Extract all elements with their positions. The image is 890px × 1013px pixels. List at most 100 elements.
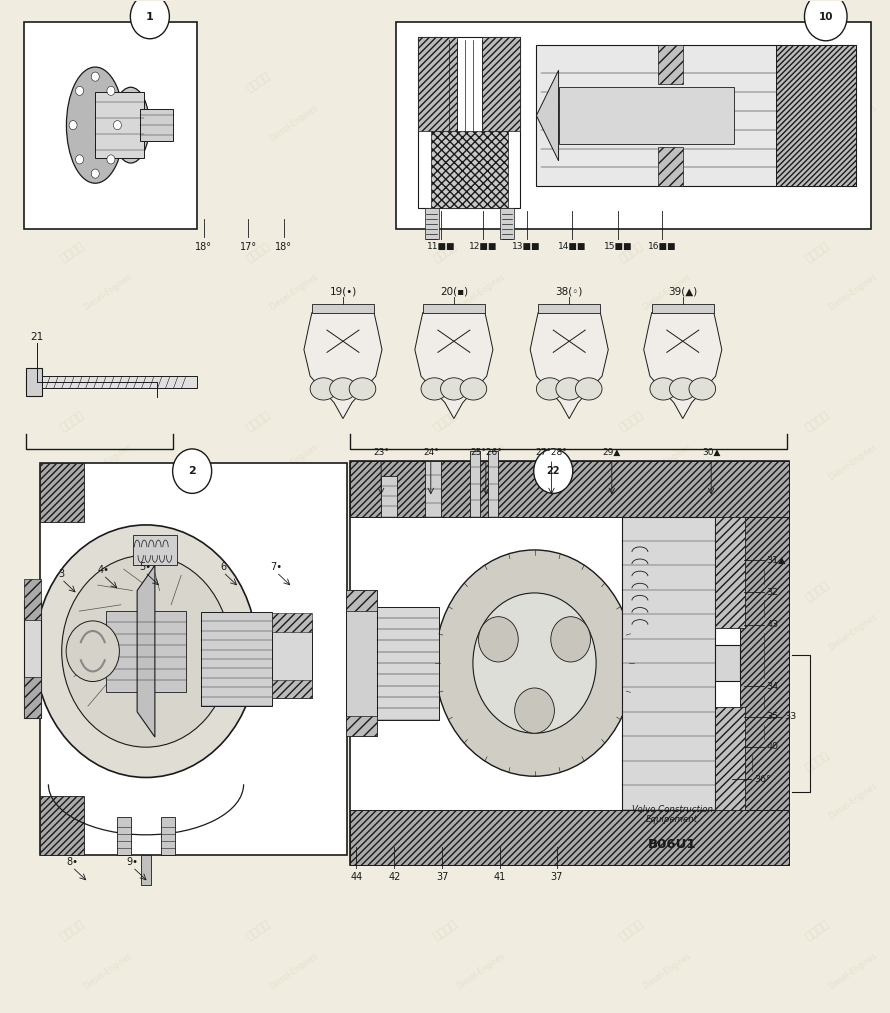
Text: Diesel-Engines: Diesel-Engines bbox=[82, 951, 134, 991]
FancyBboxPatch shape bbox=[345, 715, 376, 735]
Circle shape bbox=[551, 617, 591, 661]
Text: 17°: 17° bbox=[239, 242, 256, 252]
Text: 柴发动力: 柴发动力 bbox=[59, 240, 86, 263]
FancyBboxPatch shape bbox=[133, 535, 177, 565]
Text: 3: 3 bbox=[59, 569, 65, 579]
Text: Diesel-Engines: Diesel-Engines bbox=[828, 272, 879, 312]
Text: 柴发动力: 柴发动力 bbox=[245, 410, 272, 434]
FancyBboxPatch shape bbox=[431, 132, 508, 209]
Text: 柴发动力: 柴发动力 bbox=[432, 410, 458, 434]
Text: 24°: 24° bbox=[423, 448, 439, 457]
Text: 33: 33 bbox=[784, 712, 797, 721]
Text: Diesel-Engines: Diesel-Engines bbox=[269, 102, 320, 143]
FancyBboxPatch shape bbox=[201, 612, 272, 706]
Text: Diesel-Engines: Diesel-Engines bbox=[641, 272, 692, 312]
FancyBboxPatch shape bbox=[381, 476, 397, 517]
Circle shape bbox=[479, 617, 518, 661]
Polygon shape bbox=[530, 313, 608, 418]
Text: Diesel-Engines: Diesel-Engines bbox=[269, 782, 320, 822]
FancyBboxPatch shape bbox=[39, 463, 84, 522]
Text: 23°: 23° bbox=[373, 448, 389, 457]
Text: 42: 42 bbox=[388, 872, 401, 882]
FancyBboxPatch shape bbox=[272, 620, 311, 698]
FancyBboxPatch shape bbox=[500, 209, 514, 239]
Text: Diesel-Engines: Diesel-Engines bbox=[828, 951, 879, 991]
Text: 柴发动力: 柴发动力 bbox=[245, 240, 272, 263]
Circle shape bbox=[473, 593, 596, 733]
Text: Diesel-Engines: Diesel-Engines bbox=[641, 951, 692, 991]
Text: 柴发动力: 柴发动力 bbox=[618, 410, 645, 434]
Text: 柴发动力: 柴发动力 bbox=[618, 750, 645, 773]
Text: Diesel-Engines: Diesel-Engines bbox=[82, 442, 134, 482]
Text: 柴发动力: 柴发动力 bbox=[804, 71, 831, 94]
Text: 15■■: 15■■ bbox=[603, 242, 632, 251]
Text: Diesel-Engines: Diesel-Engines bbox=[828, 782, 879, 822]
Circle shape bbox=[92, 72, 100, 81]
Text: 36°: 36° bbox=[754, 775, 771, 784]
Circle shape bbox=[92, 169, 100, 178]
Text: 9•: 9• bbox=[126, 857, 139, 867]
FancyBboxPatch shape bbox=[776, 45, 856, 186]
FancyBboxPatch shape bbox=[418, 36, 521, 209]
Text: Diesel-Engines: Diesel-Engines bbox=[269, 442, 320, 482]
Text: 柴发动力: 柴发动力 bbox=[432, 71, 458, 94]
FancyBboxPatch shape bbox=[481, 36, 521, 132]
Text: Diesel-Engines: Diesel-Engines bbox=[641, 102, 692, 143]
Text: 柴发动力: 柴发动力 bbox=[59, 410, 86, 434]
FancyBboxPatch shape bbox=[651, 305, 714, 313]
Ellipse shape bbox=[421, 378, 448, 400]
Text: Diesel-Engines: Diesel-Engines bbox=[455, 782, 506, 822]
Text: 柴发动力: 柴发动力 bbox=[59, 750, 86, 773]
Ellipse shape bbox=[576, 378, 602, 400]
Circle shape bbox=[113, 121, 121, 130]
FancyBboxPatch shape bbox=[740, 517, 789, 809]
Polygon shape bbox=[415, 313, 493, 418]
Circle shape bbox=[534, 449, 573, 493]
Text: 43: 43 bbox=[766, 620, 778, 629]
Text: Diesel-Engines: Diesel-Engines bbox=[455, 272, 506, 312]
Text: 18°: 18° bbox=[275, 242, 292, 252]
Text: 31▲: 31▲ bbox=[766, 555, 786, 564]
Ellipse shape bbox=[537, 378, 563, 400]
Text: 40: 40 bbox=[766, 743, 778, 752]
Polygon shape bbox=[137, 565, 155, 737]
Text: 41: 41 bbox=[494, 872, 506, 882]
Text: 柴发动力: 柴发动力 bbox=[59, 71, 86, 94]
Circle shape bbox=[107, 86, 115, 95]
FancyBboxPatch shape bbox=[106, 611, 186, 692]
Circle shape bbox=[76, 86, 84, 95]
Text: 柴发动力: 柴发动力 bbox=[804, 919, 831, 942]
Circle shape bbox=[514, 688, 554, 733]
Text: B06U1: B06U1 bbox=[648, 839, 696, 851]
Text: Diesel-Engines: Diesel-Engines bbox=[269, 272, 320, 312]
Text: 2: 2 bbox=[189, 466, 196, 476]
Text: 44: 44 bbox=[350, 872, 362, 882]
FancyBboxPatch shape bbox=[538, 305, 600, 313]
Text: 19(•): 19(•) bbox=[329, 287, 357, 297]
Text: Diesel-Engines: Diesel-Engines bbox=[269, 612, 320, 651]
Circle shape bbox=[435, 550, 634, 776]
Circle shape bbox=[69, 121, 77, 130]
Text: 30▲: 30▲ bbox=[702, 448, 720, 457]
Text: 柴发动力: 柴发动力 bbox=[245, 71, 272, 94]
FancyBboxPatch shape bbox=[312, 305, 374, 313]
Text: Diesel-Engines: Diesel-Engines bbox=[82, 612, 134, 651]
Text: Diesel-Engines: Diesel-Engines bbox=[455, 612, 506, 651]
Ellipse shape bbox=[67, 67, 124, 183]
FancyBboxPatch shape bbox=[350, 809, 789, 865]
FancyBboxPatch shape bbox=[715, 707, 745, 809]
Text: Diesel-Engines: Diesel-Engines bbox=[828, 612, 879, 651]
Ellipse shape bbox=[310, 378, 336, 400]
FancyBboxPatch shape bbox=[658, 147, 684, 186]
Text: 柴发动力: 柴发动力 bbox=[432, 240, 458, 263]
Text: 10: 10 bbox=[819, 11, 833, 21]
FancyBboxPatch shape bbox=[418, 36, 457, 132]
Text: Diesel-Engines: Diesel-Engines bbox=[269, 951, 320, 991]
Text: 柴发动力: 柴发动力 bbox=[804, 240, 831, 263]
Text: 6: 6 bbox=[220, 562, 226, 572]
FancyBboxPatch shape bbox=[345, 591, 376, 735]
FancyBboxPatch shape bbox=[470, 451, 481, 517]
FancyBboxPatch shape bbox=[39, 796, 84, 855]
Ellipse shape bbox=[329, 378, 356, 400]
Polygon shape bbox=[303, 313, 382, 418]
